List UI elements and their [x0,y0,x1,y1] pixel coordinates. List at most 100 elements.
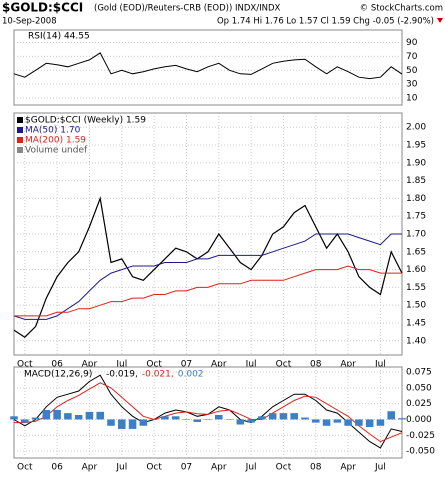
y-tick-label: 1.70 [406,230,426,240]
x-tick-label: Oct [276,360,292,370]
y-tick-label: -0.050 [406,447,435,457]
x-tick-label: Apr [340,360,356,370]
x-tick-label: 08 [310,463,322,473]
y-tick-label: 1.55 [406,283,426,293]
x-tick-label: Apr [211,463,227,473]
legend-swatch [17,147,23,153]
panel [13,366,403,459]
series-line [14,382,403,443]
hist-bar [118,419,126,429]
hist-bar [236,419,245,425]
y-tick-label: 1.95 [406,141,426,151]
hist-bar [312,419,320,423]
description: (Gold (EOD)/Reuters-CRB (EOD)) INDX/INDX [94,4,280,14]
y-tick-label: 30 [406,80,418,90]
down-arrow [437,18,443,23]
hist-bar [398,418,406,420]
hist-bar [85,411,94,420]
hist-bar [322,419,331,426]
y-tick-label: 10 [406,94,418,104]
hist-bar [204,419,212,420]
x-tick-label: 08 [310,360,322,370]
x-tick-label: 06 [51,463,63,473]
x-tick-label: 07 [181,360,192,370]
hist-bar [258,416,266,420]
x-tick-label: Oct [276,463,292,473]
y-tick-label: 90 [406,38,418,48]
y-tick-label: 1.80 [406,194,426,204]
legend-entry: -0.019, [106,370,138,380]
hist-bar [139,419,148,426]
y-tick-label: 1.75 [406,212,426,222]
series-line [13,52,403,80]
x-tick-label: Oct [146,360,162,370]
legend-entry: Volume undef [25,146,88,156]
hist-bar [128,419,137,429]
hist-bar [301,417,309,420]
y-tick-label: -0.025 [406,431,435,441]
hist-bar [225,419,234,420]
hist-bar [365,419,374,428]
hist-bar [171,416,180,420]
x-tick-label: Jul [115,463,127,473]
legend-entry: $GOLD:$CCI (Weekly) 1.59 [25,116,146,126]
legend-entry: MA(200) 1.59 [25,136,86,146]
series-line [13,233,402,320]
panel [13,29,403,106]
y-tick-label: 1.85 [406,176,426,186]
hist-bar [193,419,201,422]
hist-bar [290,413,298,420]
x-tick-label: Jul [374,360,386,370]
y-tick-label: 50 [406,66,418,76]
legend-swatch [17,117,23,123]
y-tick-label: 0.025 [406,399,432,409]
hist-bar [161,416,169,420]
series-line [14,265,402,317]
hist-bar [21,419,29,423]
hist-bar [268,413,277,420]
x-tick-label: Oct [146,463,162,473]
hist-bar [376,419,385,426]
x-tick-label: Oct [17,360,33,370]
y-tick-label: 2.00 [406,123,426,133]
hist-bar [182,419,191,420]
hist-bar [74,415,83,420]
hist-bar [387,411,395,420]
hist-bar [96,411,104,420]
hist-bar [53,409,61,420]
hist-bar [42,409,51,420]
symbol: $GOLD:$CCI [2,1,83,15]
date: 10-Sep-2008 [2,17,57,27]
y-tick-label: 0.050 [406,383,432,393]
y-tick-label: 1.65 [406,247,426,257]
hist-bar [279,413,288,420]
legend-swatch [17,127,23,133]
y-tick-label: 0.075 [406,368,432,378]
hist-bar [247,419,255,423]
y-tick-label: 70 [406,52,418,62]
legend-entry: 0.002 [178,370,204,380]
y-tick-label: 1.40 [406,336,426,346]
hist-bar [64,413,72,420]
copyright: © StockCharts.com [360,4,443,14]
x-tick-label: Jul [245,360,257,370]
x-tick-label: Apr [82,463,98,473]
legend-entry: RSI(14) 44.55 [28,32,90,42]
y-tick-label: 1.90 [406,158,426,168]
legend-entry: MA(50) 1.70 [25,126,81,136]
x-tick-label: Apr [82,360,98,370]
hist-bar [355,419,363,426]
x-tick-label: Apr [340,463,356,473]
y-tick-label: 1.60 [406,265,426,275]
legend-entry: -0.021, [142,370,174,380]
quote: Op 1.74 Hi 1.76 Lo 1.57 Cl 1.59 Chg -0.0… [217,17,434,27]
y-tick-label: 1.45 [406,318,426,328]
x-tick-label: Oct [17,463,33,473]
hist-bar [150,419,158,420]
x-tick-label: Jul [115,360,127,370]
x-tick-label: 06 [51,360,63,370]
hist-bar [215,415,223,420]
hist-bar [344,419,352,426]
hist-bar [333,419,342,423]
